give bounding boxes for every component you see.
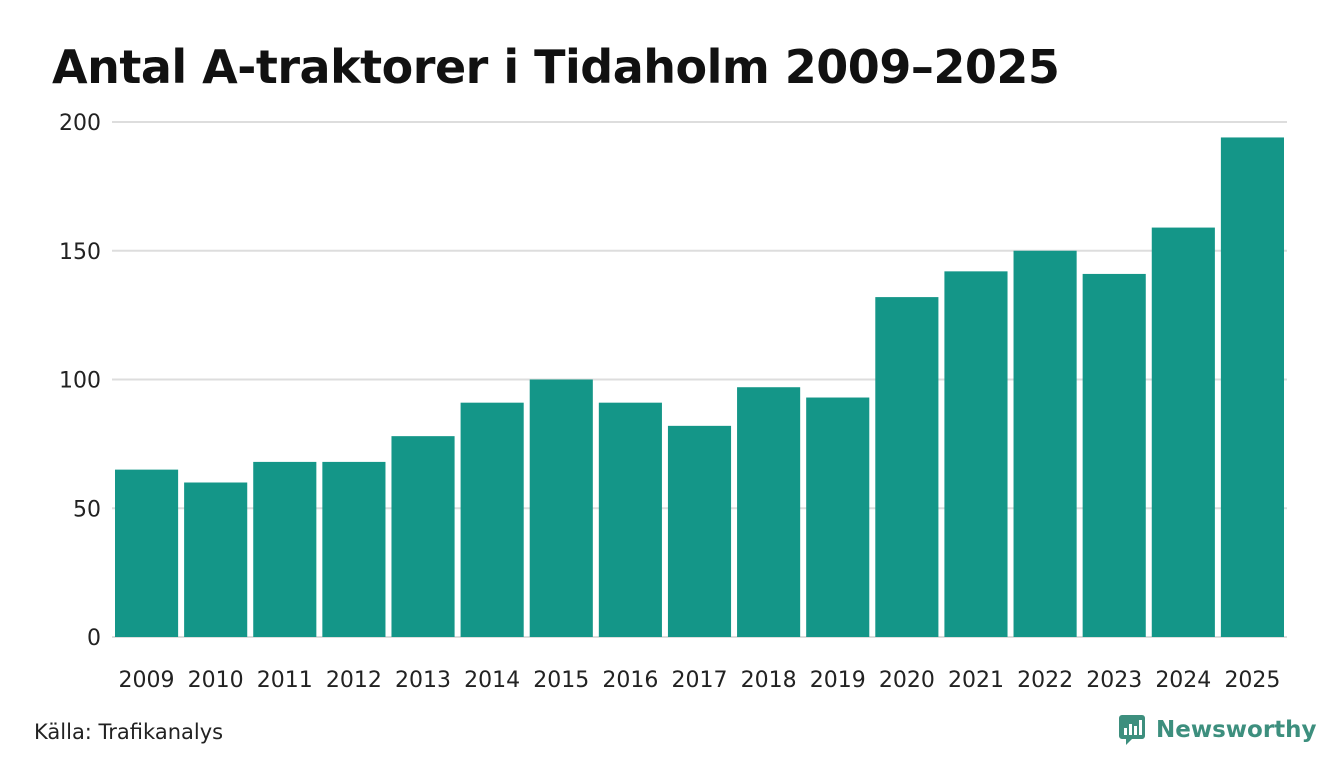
x-tick-label: 2023 bbox=[1086, 668, 1142, 693]
x-tick-label: 2015 bbox=[533, 668, 589, 693]
bar-2012 bbox=[322, 461, 386, 637]
bar-2009 bbox=[115, 469, 179, 637]
x-tick-label: 2020 bbox=[879, 668, 935, 693]
bar-2024 bbox=[1151, 227, 1215, 637]
bar-2023 bbox=[1082, 273, 1146, 637]
bar-2018 bbox=[737, 387, 801, 637]
bar-2020 bbox=[875, 297, 939, 637]
x-tick-label: 2011 bbox=[257, 668, 313, 693]
newsworthy-logo-icon bbox=[1119, 715, 1145, 745]
bar-2015 bbox=[529, 379, 593, 637]
x-tick-label: 2013 bbox=[395, 668, 451, 693]
newsworthy-logo: Newsworthy bbox=[1118, 714, 1317, 746]
bar-2016 bbox=[598, 402, 662, 637]
x-tick-label: 2016 bbox=[602, 668, 658, 693]
bar-2014 bbox=[460, 402, 524, 637]
bar-2013 bbox=[391, 436, 455, 637]
bar-2025 bbox=[1220, 137, 1284, 637]
source-note: Källa: Trafikanalys bbox=[34, 720, 224, 744]
bar-2019 bbox=[806, 397, 870, 637]
x-tick-label: 2022 bbox=[1017, 668, 1073, 693]
x-tick-label: 2024 bbox=[1155, 668, 1211, 693]
bar-2017 bbox=[667, 425, 732, 637]
y-axis-ticks: 0 50 100 150 200 bbox=[59, 111, 101, 651]
x-tick-label: 2014 bbox=[464, 668, 520, 693]
x-tick-label: 2019 bbox=[810, 668, 866, 693]
x-tick-label: 2009 bbox=[119, 668, 175, 693]
bars bbox=[115, 137, 1284, 637]
bar-2022 bbox=[1013, 250, 1077, 637]
brand-name: Newsworthy bbox=[1156, 717, 1317, 743]
x-tick-label: 2010 bbox=[188, 668, 244, 693]
y-tick-label: 0 bbox=[87, 626, 101, 651]
x-tick-label: 2012 bbox=[326, 668, 382, 693]
y-tick-label: 50 bbox=[73, 497, 101, 522]
x-tick-label: 2021 bbox=[948, 668, 1004, 693]
x-tick-label: 2018 bbox=[741, 668, 797, 693]
x-axis-ticks: 2009 2010 2011 2012 2013 2014 2015 2016 2017 2018… bbox=[119, 668, 1281, 693]
bar-2011 bbox=[253, 461, 317, 637]
x-tick-label: 2025 bbox=[1224, 668, 1280, 693]
bar-2010 bbox=[184, 482, 248, 637]
chart-title: Antal A-traktorer i Tidaholm 2009–2025 bbox=[52, 40, 1060, 94]
bar-2021 bbox=[944, 271, 1008, 637]
x-tick-label: 2017 bbox=[672, 668, 728, 693]
y-tick-label: 100 bbox=[59, 369, 101, 394]
y-tick-label: 150 bbox=[59, 240, 101, 265]
y-tick-label: 200 bbox=[59, 111, 101, 136]
